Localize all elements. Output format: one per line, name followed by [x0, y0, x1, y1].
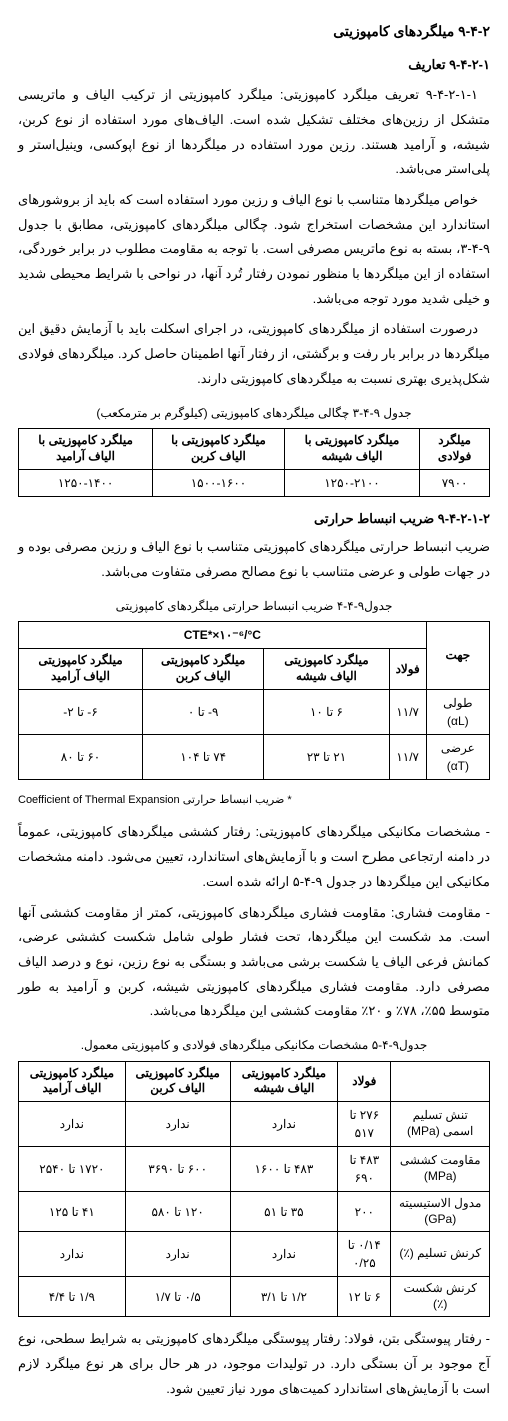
heading-9-4-2-1-2: ۹-۴-۲-۱-۲ ضریب انبساط حرارتی [18, 507, 490, 532]
t3-r2-prop: مدول الاستیسیته (GPa) [391, 1191, 490, 1231]
t2-h-carbon: میلگرد کامپوزیتی الیاف کربن [142, 649, 263, 689]
t1-h-aramid: میلگرد کامپوزیتی با الیاف آرامید [19, 429, 153, 469]
t3-h-prop [391, 1061, 490, 1101]
t1-c-carbon: ۱۵۰۰-۱۶۰۰ [153, 469, 285, 496]
t3-r4-glass: ۱/۲ تا ۳/۱ [230, 1277, 338, 1317]
table2-note: * ضریب انبساط حرارتی Coefficient of Ther… [18, 790, 490, 811]
t3-h-aramid: میلگرد کامپوزیتی الیاف آرامید [19, 1061, 126, 1101]
table-density: میلگرد فولادی میلگرد کامپوزیتی با الیاف … [18, 428, 490, 496]
t1-c-steel: ۷۹۰۰ [420, 469, 490, 496]
t3-r3-carbon: ندارد [125, 1232, 230, 1277]
t2-r1-aramid: ۶- تا ۲- [19, 689, 143, 734]
t2-r2-jahat: عرضی (αT) [426, 734, 489, 779]
heading-9-4-2: ۹-۴-۲ میلگردهای کامپوزیتی [18, 18, 490, 45]
t3-r2-aramid: ۴۱ تا ۱۲۵ [19, 1191, 126, 1231]
paragraph-definition: ۹-۴-۲-۱-۱ تعریف میلگرد کامپوزیتی: میلگرد… [18, 83, 490, 182]
t3-h-glass: میلگرد کامپوزیتی الیاف شیشه [230, 1061, 338, 1101]
t1-h-steel: میلگرد فولادی [420, 429, 490, 469]
t1-c-glass: ۱۲۵۰-۲۱۰۰ [284, 469, 419, 496]
t3-r0-glass: ندارد [230, 1101, 338, 1146]
t3-r3-glass: ندارد [230, 1232, 338, 1277]
t2-r1-carbon: ۹- تا ۰ [142, 689, 263, 734]
t3-r1-prop: مقاومت کششی (MPa) [391, 1146, 490, 1191]
t3-r2-glass: ۳۵ تا ۵۱ [230, 1191, 338, 1231]
bullet-bond: - رفتار پیوستگی بتن، فولاد: رفتار پیوستگ… [18, 1327, 490, 1401]
t2-r1-steel: ۱۱/۷ [389, 689, 426, 734]
t3-r0-aramid: ندارد [19, 1101, 126, 1146]
t3-r1-carbon: ۶۰۰ تا ۳۶۹۰ [125, 1146, 230, 1191]
t3-r0-prop: تنش تسلیم اسمی (MPa) [391, 1101, 490, 1146]
t3-r4-carbon: ۰/۵ تا ۱/۷ [125, 1277, 230, 1317]
t2-r2-glass: ۲۱ تا ۲۳ [264, 734, 389, 779]
t2-r2-carbon: ۷۴ تا ۱۰۴ [142, 734, 263, 779]
t3-r4-prop: کرنش شکست (٪) [391, 1277, 490, 1317]
t2-h-steel: فولاد [389, 649, 426, 689]
t3-r3-steel: ۰/۱۴ تا ۰/۲۵ [338, 1232, 391, 1277]
table3-caption: جدول۹-۴-۵ مشخصات مکانیکی میلگردهای فولاد… [18, 1034, 490, 1057]
t1-h-glass: میلگرد کامپوزیتی با الیاف شیشه [284, 429, 419, 469]
bullet-compressive: - مقاومت فشاری: مقاومت فشاری میلگردهای ک… [18, 901, 490, 1024]
t3-r0-steel: ۲۷۶ تا ۵۱۷ [338, 1101, 391, 1146]
t3-r4-steel: ۶ تا ۱۲ [338, 1277, 391, 1317]
t2-h-cte: CTE*×۱۰⁻⁶/°C [19, 622, 427, 649]
t3-r2-carbon: ۱۲۰ تا ۵۸۰ [125, 1191, 230, 1231]
paragraph-usage: درصورت استفاده از میلگردهای کامپوزیتی، د… [18, 317, 490, 391]
t2-h-aramid: میلگرد کامپوزیتی الیاف آرامید [19, 649, 143, 689]
t3-r0-carbon: ندارد [125, 1101, 230, 1146]
t2-h-glass: میلگرد کامپوزیتی الیاف شیشه [264, 649, 389, 689]
t3-r3-aramid: ندارد [19, 1232, 126, 1277]
t2-r2-aramid: ۶۰ تا ۸۰ [19, 734, 143, 779]
t2-r1-glass: ۶ تا ۱۰ [264, 689, 389, 734]
t1-c-aramid: ۱۲۵۰-۱۴۰۰ [19, 469, 153, 496]
t3-r2-steel: ۲۰۰ [338, 1191, 391, 1231]
heading-9-4-2-1: ۹-۴-۲-۱ تعاریف [18, 53, 490, 78]
table-cte: جهت CTE*×۱۰⁻⁶/°C فولاد میلگرد کامپوزیتی … [18, 621, 490, 779]
t2-h-jahat: جهت [426, 622, 489, 689]
t3-r3-prop: کرنش تسلیم (٪) [391, 1232, 490, 1277]
t1-h-carbon: میلگرد کامپوزیتی با الیاف کربن [153, 429, 285, 469]
paragraph-properties: خواص میلگردها متناسب با نوع الیاف و رزین… [18, 188, 490, 311]
bullet-mechanical: - مشخصات مکانیکی میلگردهای کامپوزیتی: رف… [18, 820, 490, 894]
table-mechanical: فولاد میلگرد کامپوزیتی الیاف شیشه میلگرد… [18, 1061, 490, 1318]
t3-r1-aramid: ۱۷۲۰ تا ۲۵۴۰ [19, 1146, 126, 1191]
table1-caption: جدول ۹-۴-۳ چگالی میلگردهای کامپوزیتی (کی… [18, 402, 490, 425]
t3-r1-steel: ۴۸۳ تا ۶۹۰ [338, 1146, 391, 1191]
t3-h-carbon: میلگرد کامپوزیتی الیاف کربن [125, 1061, 230, 1101]
t2-r2-steel: ۱۱/۷ [389, 734, 426, 779]
paragraph-cte: ضریب انبساط حرارتی میلگردهای کامپوزیتی م… [18, 535, 490, 584]
t2-r1-jahat: طولی (αL) [426, 689, 489, 734]
t3-h-steel: فولاد [338, 1061, 391, 1101]
t3-r4-aramid: ۱/۹ تا ۴/۴ [19, 1277, 126, 1317]
t3-r1-glass: ۴۸۳ تا ۱۶۰۰ [230, 1146, 338, 1191]
table2-caption: جدول۹-۴-۴ ضریب انبساط حرارتی میلگردهای ک… [18, 595, 490, 618]
